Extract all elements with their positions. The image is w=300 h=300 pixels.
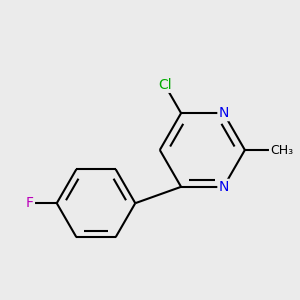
Text: F: F (26, 196, 34, 210)
Text: N: N (218, 180, 229, 194)
Text: CH₃: CH₃ (270, 143, 293, 157)
Text: N: N (218, 106, 229, 120)
Text: Cl: Cl (158, 78, 172, 92)
